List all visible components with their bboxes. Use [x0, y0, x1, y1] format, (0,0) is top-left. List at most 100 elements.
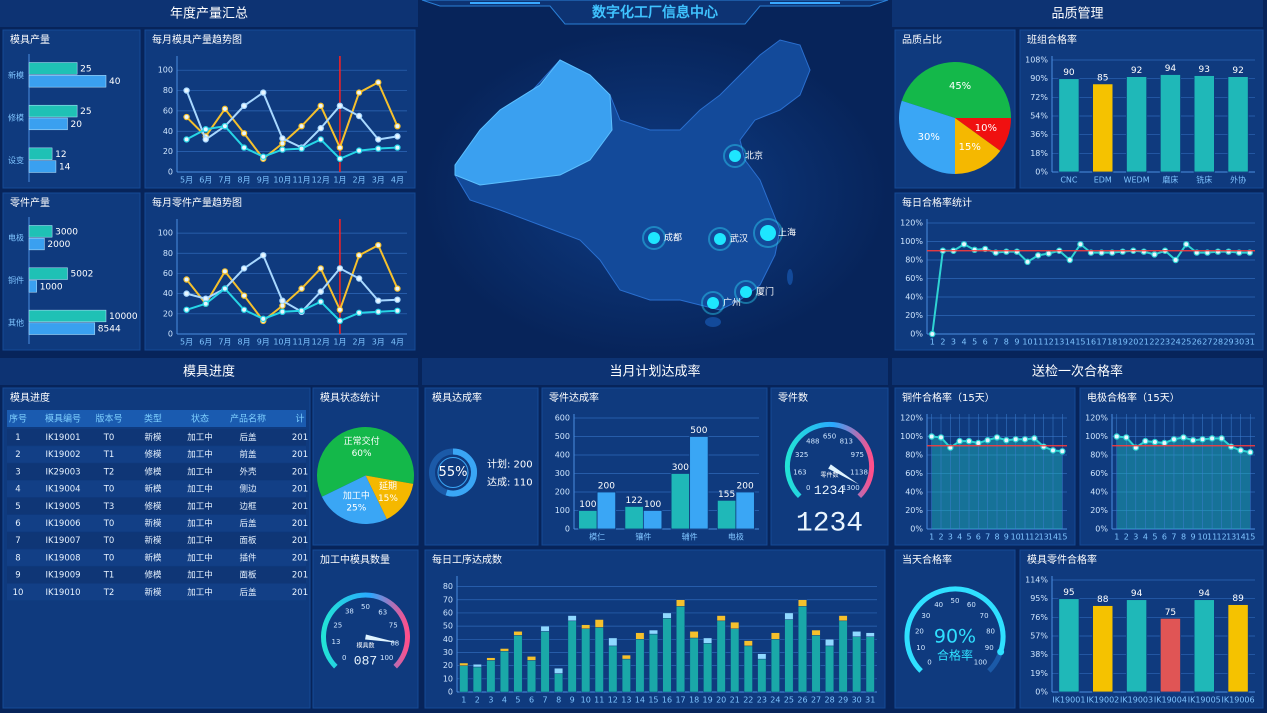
x-tick-label: 29	[1223, 338, 1233, 347]
bar	[554, 668, 564, 674]
value-label: 300	[672, 463, 689, 473]
point	[279, 146, 286, 153]
bar	[1193, 599, 1215, 693]
point	[355, 275, 363, 282]
bar	[500, 648, 509, 652]
x-tick-label: 3	[951, 338, 956, 347]
table-cell: 修模	[144, 449, 162, 460]
x-tick-label: 磨床	[1162, 175, 1178, 185]
bar	[513, 631, 523, 636]
x-tick-label: 铣床	[1196, 175, 1212, 185]
x-tick-label: 5月	[180, 176, 193, 185]
value-label: 14	[59, 163, 71, 173]
bar	[28, 104, 78, 118]
point	[394, 122, 401, 130]
value-label: 94	[1165, 64, 1177, 74]
y-tick-label: 0	[565, 525, 570, 534]
point	[336, 144, 344, 151]
value-label: 3000	[55, 227, 78, 237]
gauge-track	[784, 421, 875, 499]
table-cell: 201	[292, 433, 308, 443]
bar	[459, 662, 469, 666]
x-tick-label: 8	[1181, 533, 1186, 542]
y-tick-label: 40%	[1090, 488, 1108, 497]
city-dot	[648, 232, 660, 244]
point	[1077, 241, 1084, 248]
value-label: 2000	[47, 240, 70, 250]
gauge-tick-label: 70	[980, 612, 989, 620]
y-tick-label: 60%	[905, 274, 923, 283]
x-tick-label: 11	[594, 696, 604, 705]
gauge-tick-label: 0	[806, 484, 810, 492]
point	[394, 144, 401, 151]
slice-value: 60%	[352, 449, 372, 459]
bar	[28, 267, 68, 280]
value-label: 94	[1131, 589, 1143, 599]
bar	[28, 237, 45, 251]
point	[202, 126, 209, 133]
bar	[730, 621, 740, 629]
x-tick-label: 10	[1197, 533, 1207, 542]
x-tick-label: IK19001	[1052, 696, 1085, 705]
point	[1183, 241, 1190, 248]
y-tick-label: 108%	[1025, 56, 1048, 65]
x-tick-label: IK19002	[1086, 696, 1119, 705]
table-cell: IK19006	[45, 519, 80, 529]
bar	[608, 645, 618, 693]
point	[956, 437, 963, 445]
point	[971, 246, 978, 254]
city-glow	[642, 226, 666, 250]
point	[1021, 436, 1029, 443]
x-tick-label: 外协	[1230, 175, 1246, 185]
bar	[472, 666, 482, 693]
table-cell: 201	[292, 571, 308, 581]
x-tick-label: 2	[1124, 533, 1129, 542]
gauge-progress	[904, 586, 1006, 673]
gauge-tick-label: 50	[951, 597, 960, 605]
y-tick-label: 60	[163, 269, 173, 278]
point	[221, 268, 229, 275]
x-tick-label: 9	[1014, 338, 1019, 347]
value-label: 88	[1097, 595, 1109, 605]
point	[336, 306, 344, 313]
panel-title: 模具产量	[10, 33, 50, 46]
slice-value: 30%	[918, 132, 940, 143]
bar	[703, 643, 713, 693]
y-tick-label: 300	[555, 469, 570, 478]
table-cell: IK29003	[45, 467, 80, 477]
point	[394, 307, 401, 314]
table-cell: 9	[15, 571, 20, 581]
x-tick-label: 7	[985, 533, 990, 542]
value-label: 92	[1131, 66, 1142, 76]
point	[394, 296, 401, 303]
bar	[540, 631, 550, 693]
x-tick-label: 9	[570, 696, 575, 705]
bar	[28, 62, 78, 75]
x-tick-label: 1	[461, 696, 466, 705]
gauge-tick-label: 25	[333, 622, 342, 630]
gauge-needle	[365, 634, 399, 643]
table-cell: 新模	[144, 587, 162, 598]
x-tick-label: 6月	[199, 176, 212, 185]
x-tick-label: 3	[1133, 533, 1138, 542]
table-header-cell: 版本号	[95, 413, 122, 425]
x-tick-label: 2	[938, 533, 943, 542]
x-tick-label: 22	[1149, 338, 1159, 347]
table-cell: T1	[103, 450, 115, 460]
point	[336, 155, 344, 162]
gauge-tick-label: 813	[840, 437, 853, 445]
x-tick-label: 7月	[218, 338, 231, 347]
gauge-tick-label: 100	[974, 658, 987, 666]
x-tick-label: 9月	[257, 176, 270, 185]
table-header-cell: 计	[295, 413, 304, 425]
x-tick-label: 13	[1039, 533, 1049, 542]
table-cell: 加工中	[187, 501, 213, 512]
x-tick-label: 13	[621, 696, 631, 705]
panel-title: 当天合格率	[902, 553, 952, 566]
city-glow	[708, 227, 732, 251]
bar	[852, 631, 862, 637]
y-tick-label: 95%	[1030, 594, 1048, 603]
table-cell: 4	[15, 485, 20, 495]
bar	[730, 628, 740, 693]
